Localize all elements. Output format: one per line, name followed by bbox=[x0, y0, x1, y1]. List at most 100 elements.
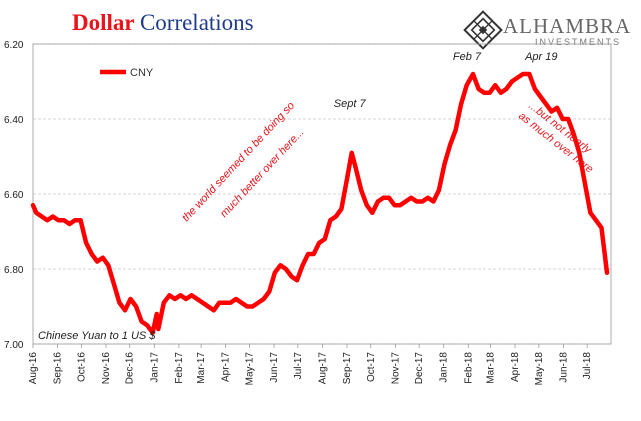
data-point bbox=[572, 132, 575, 136]
data-point bbox=[443, 162, 446, 166]
x-tick-label: Oct-16 bbox=[76, 352, 87, 382]
data-point bbox=[301, 264, 304, 267]
x-tick-label: Apr-18 bbox=[510, 352, 521, 382]
inner-axis-label: Chinese Yuan to 1 US $ bbox=[38, 330, 156, 342]
data-point bbox=[465, 84, 468, 87]
data-point bbox=[79, 219, 82, 222]
data-point bbox=[162, 301, 165, 304]
data-point bbox=[360, 189, 363, 192]
data-point bbox=[340, 207, 343, 211]
x-tick-label: Aug-17 bbox=[317, 352, 328, 385]
annotation-text: Sept 7 bbox=[334, 98, 367, 110]
data-point bbox=[354, 166, 357, 169]
data-point bbox=[240, 301, 243, 304]
data-point bbox=[345, 177, 349, 181]
data-point bbox=[471, 72, 475, 76]
data-point bbox=[505, 87, 508, 91]
data-point bbox=[155, 312, 158, 316]
data-point bbox=[195, 297, 199, 301]
data-point bbox=[201, 301, 204, 304]
x-tick-label: Jun-17 bbox=[269, 352, 280, 383]
data-point bbox=[190, 294, 193, 297]
data-point bbox=[57, 219, 60, 222]
data-point bbox=[229, 301, 232, 304]
data-point bbox=[448, 144, 452, 147]
data-point bbox=[421, 200, 424, 203]
y-tick-label: 6.80 bbox=[4, 265, 24, 276]
logo-name: ALHAMBRA bbox=[503, 14, 632, 38]
title-word-dollar: Dollar bbox=[72, 10, 135, 35]
data-point bbox=[251, 305, 254, 308]
chart-title: Dollar Correlations bbox=[72, 10, 254, 36]
x-tick-label: Oct-17 bbox=[366, 352, 377, 382]
data-point bbox=[46, 219, 49, 222]
x-tick-label: Mar-18 bbox=[485, 352, 496, 384]
data-point bbox=[318, 241, 321, 244]
data-point bbox=[257, 301, 260, 304]
data-point bbox=[146, 324, 149, 327]
data-point bbox=[62, 219, 66, 222]
data-point bbox=[494, 84, 497, 87]
data-point bbox=[262, 297, 265, 301]
x-tick-label: Mar-17 bbox=[196, 352, 207, 384]
data-point bbox=[168, 294, 171, 297]
data-point bbox=[371, 211, 374, 214]
data-point bbox=[329, 219, 332, 222]
legend-label-cny: CNY bbox=[130, 67, 154, 79]
data-point bbox=[510, 80, 514, 83]
data-point bbox=[583, 181, 586, 184]
x-tick-label: Aug-16 bbox=[28, 352, 39, 385]
data-point bbox=[477, 87, 480, 91]
data-point bbox=[600, 226, 603, 229]
data-point bbox=[404, 200, 407, 203]
x-tick-label: Sep-17 bbox=[342, 352, 353, 385]
data-point bbox=[218, 301, 221, 304]
data-point bbox=[129, 297, 132, 301]
data-point bbox=[334, 215, 338, 218]
x-tick-label: May-18 bbox=[534, 352, 545, 386]
x-tick-label: Jun-18 bbox=[558, 352, 569, 383]
data-point bbox=[365, 204, 368, 207]
data-point bbox=[482, 91, 486, 94]
x-tick-label: Nov-16 bbox=[101, 352, 112, 385]
data-point bbox=[212, 309, 215, 312]
data-point bbox=[544, 102, 548, 106]
data-point bbox=[123, 309, 127, 312]
data-point bbox=[118, 301, 121, 304]
y-tick-label: 6.20 bbox=[4, 40, 24, 51]
data-point bbox=[40, 215, 43, 218]
x-axis-ticks: Aug-16 Sep-16 Oct-16 Nov-16 Dec-16 Jan-17 Feb-… bbox=[28, 344, 593, 385]
data-point bbox=[561, 117, 564, 121]
x-tick-label: Sep-16 bbox=[53, 352, 64, 385]
data-point bbox=[51, 215, 54, 218]
data-point bbox=[306, 252, 310, 256]
data-point bbox=[140, 320, 143, 323]
legend: CNY bbox=[100, 67, 154, 79]
data-point bbox=[279, 264, 282, 267]
series-line-cny bbox=[30, 71, 610, 335]
logo-subtitle: INVESTMENTS bbox=[535, 37, 622, 47]
data-point bbox=[555, 106, 559, 110]
data-point bbox=[207, 305, 210, 308]
x-tick-label: Jul-17 bbox=[293, 352, 304, 380]
series-points bbox=[31, 72, 609, 334]
data-point bbox=[273, 271, 276, 274]
data-point bbox=[323, 237, 326, 241]
data-point bbox=[350, 151, 353, 154]
data-point bbox=[589, 211, 592, 214]
data-point bbox=[539, 95, 542, 98]
data-point bbox=[96, 260, 99, 263]
data-point bbox=[516, 76, 519, 79]
data-point bbox=[437, 189, 441, 192]
data-point bbox=[550, 110, 553, 113]
data-point bbox=[90, 252, 93, 256]
data-point bbox=[578, 151, 581, 154]
data-point bbox=[382, 196, 385, 199]
y-tick-label: 6.40 bbox=[4, 115, 24, 126]
data-point bbox=[426, 196, 429, 199]
annotation-text: Apr 19 bbox=[524, 51, 557, 63]
data-point bbox=[245, 305, 249, 308]
data-point bbox=[533, 87, 537, 91]
data-point bbox=[101, 256, 105, 259]
